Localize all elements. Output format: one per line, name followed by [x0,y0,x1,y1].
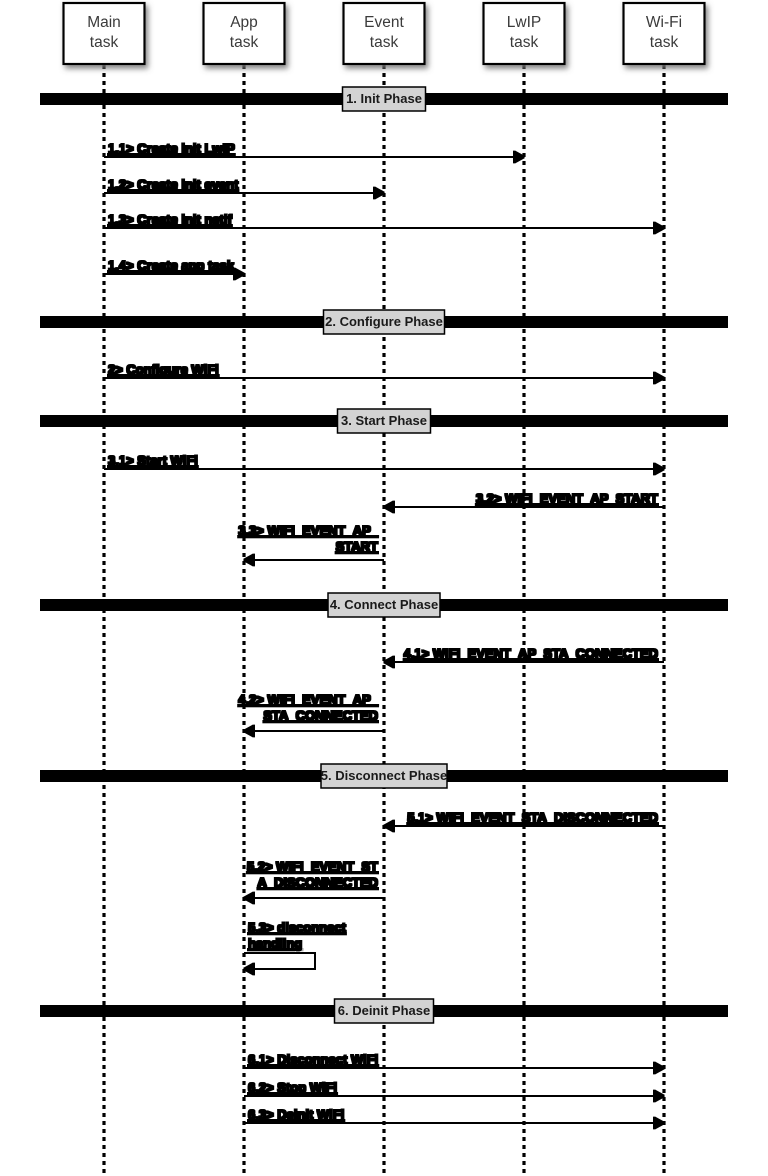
svg-text:3. Start Phase: 3. Start Phase [341,413,427,428]
svg-text:App: App [230,14,258,31]
svg-text:4. Connect Phase: 4. Connect Phase [330,597,438,612]
svg-text:2> Configure WiFi: 2> Configure WiFi [108,362,219,377]
svg-text:Event: Event [364,14,404,31]
svg-text:handling: handling [248,936,302,951]
svg-text:Wi-Fi: Wi-Fi [646,14,682,31]
svg-text:A_DISCONNECTED: A_DISCONNECTED [257,875,378,890]
svg-text:task: task [230,34,259,51]
svg-text:1. Init Phase: 1. Init Phase [346,91,422,106]
svg-text:6.1> Disconnect WiFi: 6.1> Disconnect WiFi [248,1052,378,1067]
svg-text:5.2> WIFI_EVENT_ST: 5.2> WIFI_EVENT_ST [247,859,378,874]
svg-text:6.3> Deinit WiFi: 6.3> Deinit WiFi [248,1107,344,1122]
svg-text:LwIP: LwIP [507,14,541,31]
svg-text:3.1> Start WiFi: 3.1> Start WiFi [108,453,198,468]
svg-text:2. Configure Phase: 2. Configure Phase [325,314,443,329]
svg-text:5.1> WIFI_EVENT_STA_DISCONNECT: 5.1> WIFI_EVENT_STA_DISCONNECTED [407,810,658,825]
svg-text:3.3> WIFI_EVENT_AP_: 3.3> WIFI_EVENT_AP_ [238,523,379,538]
svg-text:6. Deinit Phase: 6. Deinit Phase [338,1003,430,1018]
svg-text:STA_CONNECTED: STA_CONNECTED [263,708,378,723]
svg-text:START: START [336,539,378,554]
svg-text:4.1> WIFI_EVENT_AP_STA_CONNECT: 4.1> WIFI_EVENT_AP_STA_CONNECTED [404,646,658,661]
svg-text:1.2> Create init event: 1.2> Create init event [108,177,239,192]
svg-text:task: task [90,34,119,51]
svg-text:1.4> Create app task: 1.4> Create app task [108,258,235,273]
svg-text:3.2> WIFI_EVENT_AP_START: 3.2> WIFI_EVENT_AP_START [476,491,658,506]
svg-text:5. Disconnect Phase: 5. Disconnect Phase [321,768,447,783]
svg-text:5.3> disconnect: 5.3> disconnect [248,920,347,935]
svg-text:task: task [370,34,399,51]
svg-text:task: task [650,34,679,51]
svg-text:4.2> WIFI_EVENT_AP_: 4.2> WIFI_EVENT_AP_ [238,692,379,707]
svg-text:1.3> Create init netif: 1.3> Create init netif [108,212,233,227]
svg-text:1.1> Create init LwIP: 1.1> Create init LwIP [108,141,235,156]
svg-text:task: task [510,34,539,51]
svg-text:Main: Main [87,14,121,31]
svg-text:6.2> Stop WiFi: 6.2> Stop WiFi [248,1080,337,1095]
